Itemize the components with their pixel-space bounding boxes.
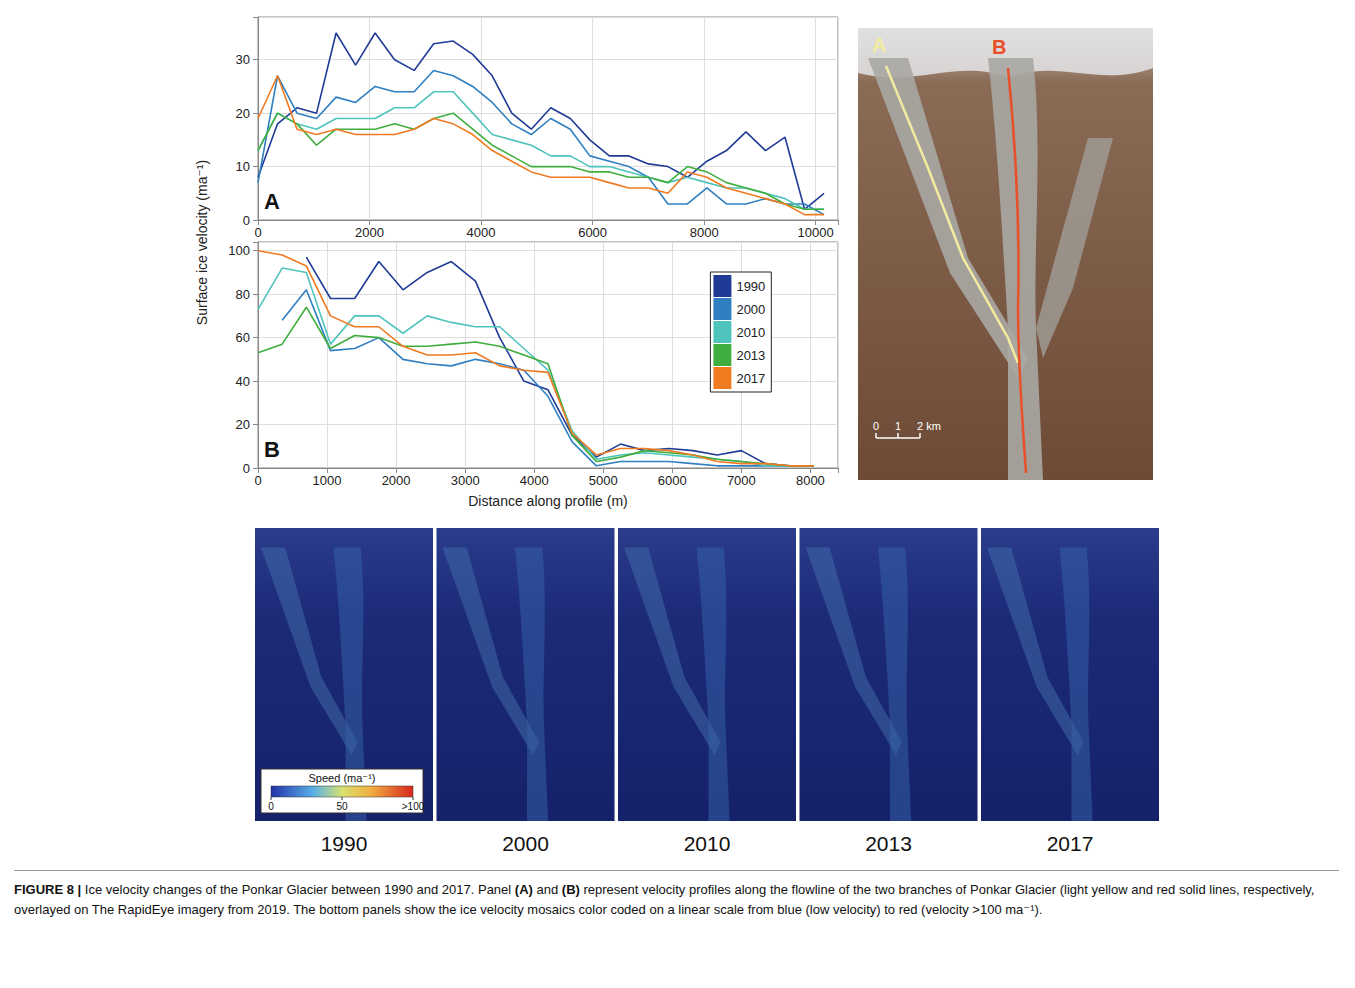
svg-text:B: B [264, 437, 280, 462]
svg-text:1000: 1000 [313, 473, 342, 488]
svg-text:2000: 2000 [736, 302, 765, 317]
svg-text:2010: 2010 [684, 832, 731, 855]
svg-text:2000: 2000 [502, 832, 549, 855]
svg-text:0: 0 [268, 801, 274, 812]
svg-text:1: 1 [895, 420, 901, 432]
svg-text:20: 20 [236, 106, 250, 121]
svg-text:2017: 2017 [1047, 832, 1094, 855]
svg-text:3000: 3000 [451, 473, 480, 488]
svg-text:0: 0 [873, 420, 879, 432]
svg-text:Surface ice velocity (ma⁻¹): Surface ice velocity (ma⁻¹) [194, 160, 210, 325]
svg-text:8000: 8000 [690, 225, 719, 240]
svg-text:2000: 2000 [355, 225, 384, 240]
svg-text:8000: 8000 [796, 473, 825, 488]
svg-text:A: A [264, 189, 280, 214]
svg-text:>100: >100 [402, 801, 425, 812]
svg-text:80: 80 [236, 287, 250, 302]
svg-text:40: 40 [236, 374, 250, 389]
svg-text:2013: 2013 [736, 348, 765, 363]
svg-text:10000: 10000 [798, 225, 834, 240]
svg-text:2013: 2013 [865, 832, 912, 855]
svg-text:0: 0 [243, 461, 250, 476]
svg-text:50: 50 [336, 801, 348, 812]
svg-text:A: A [872, 34, 886, 56]
svg-text:1990: 1990 [736, 279, 765, 294]
svg-text:100: 100 [228, 243, 250, 258]
svg-text:6000: 6000 [658, 473, 687, 488]
svg-text:60: 60 [236, 330, 250, 345]
svg-text:0: 0 [243, 213, 250, 228]
svg-text:2017: 2017 [736, 371, 765, 386]
svg-text:4000: 4000 [467, 225, 496, 240]
svg-text:20: 20 [236, 417, 250, 432]
svg-text:4000: 4000 [520, 473, 549, 488]
svg-text:2000: 2000 [382, 473, 411, 488]
html-text:FIGURE 8 | Ice velocity change: FIGURE 8 | Ice velocity changes of the P… [14, 882, 1315, 917]
svg-text:6000: 6000 [578, 225, 607, 240]
svg-text:7000: 7000 [727, 473, 756, 488]
svg-text:Speed (ma⁻¹): Speed (ma⁻¹) [309, 772, 376, 784]
svg-text:10: 10 [236, 159, 250, 174]
svg-text:0: 0 [254, 225, 261, 240]
svg-text:5000: 5000 [589, 473, 618, 488]
svg-text:0: 0 [254, 473, 261, 488]
svg-text:Distance along profile (m): Distance along profile (m) [468, 493, 628, 509]
svg-text:B: B [992, 36, 1006, 58]
svg-text:30: 30 [236, 52, 250, 67]
svg-text:1990: 1990 [321, 832, 368, 855]
svg-text:2 km: 2 km [917, 420, 941, 432]
svg-text:2010: 2010 [736, 325, 765, 340]
